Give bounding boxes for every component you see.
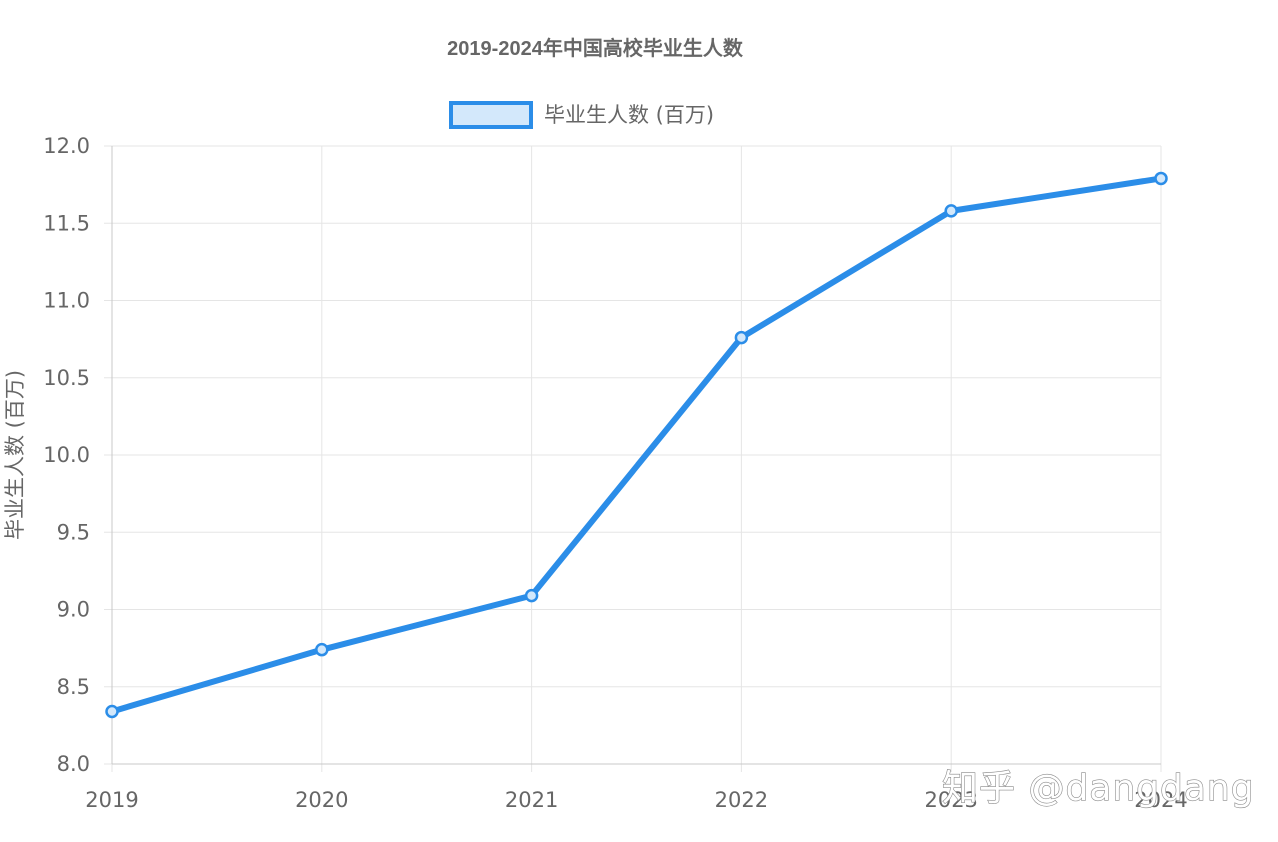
y-tick-label: 9.0 [57,598,90,622]
y-axis-label: 毕业生人数 (百万) [3,370,27,540]
y-tick-label: 9.5 [57,520,90,544]
chart-title: 2019-2024年中国高校毕业生人数 [447,36,744,60]
data-point[interactable] [524,588,539,603]
x-tick-label: 2022 [715,788,768,812]
data-point[interactable] [1154,171,1168,186]
legend-swatch[interactable] [449,101,533,129]
x-tick-label: 2019 [85,788,138,812]
data-point[interactable] [944,204,958,218]
data-point[interactable] [734,330,749,345]
y-tick-label: 11.0 [43,289,90,313]
grid-layer [104,145,1162,772]
y-tick-label: 12.0 [43,134,90,158]
data-layer [105,171,1168,719]
y-tick-label: 10.5 [43,366,90,390]
series-line [109,175,1164,715]
y-tick-label: 8.5 [57,675,90,699]
data-point[interactable] [105,704,119,719]
x-tick-label: 2023 [924,788,977,812]
legend[interactable]: 毕业生人数 (百万) [449,101,714,129]
y-tick-label: 10.0 [43,443,90,467]
x-tick-label: 2024 [1134,788,1187,812]
watermark-text: 知乎 @dangdang [942,768,1255,809]
data-point[interactable] [315,642,329,657]
x-tick-label: 2020 [295,788,348,812]
legend-label[interactable]: 毕业生人数 (百万) [544,103,714,127]
tick-layer: 8.0 8.5 9.0 9.5 10.0 10.5 11.0 11.5 12.0 2019 2020… [43,134,1187,812]
y-tick-label: 8.0 [57,752,90,776]
x-tick-label: 2021 [505,788,558,812]
y-tick-label: 11.5 [43,211,90,235]
